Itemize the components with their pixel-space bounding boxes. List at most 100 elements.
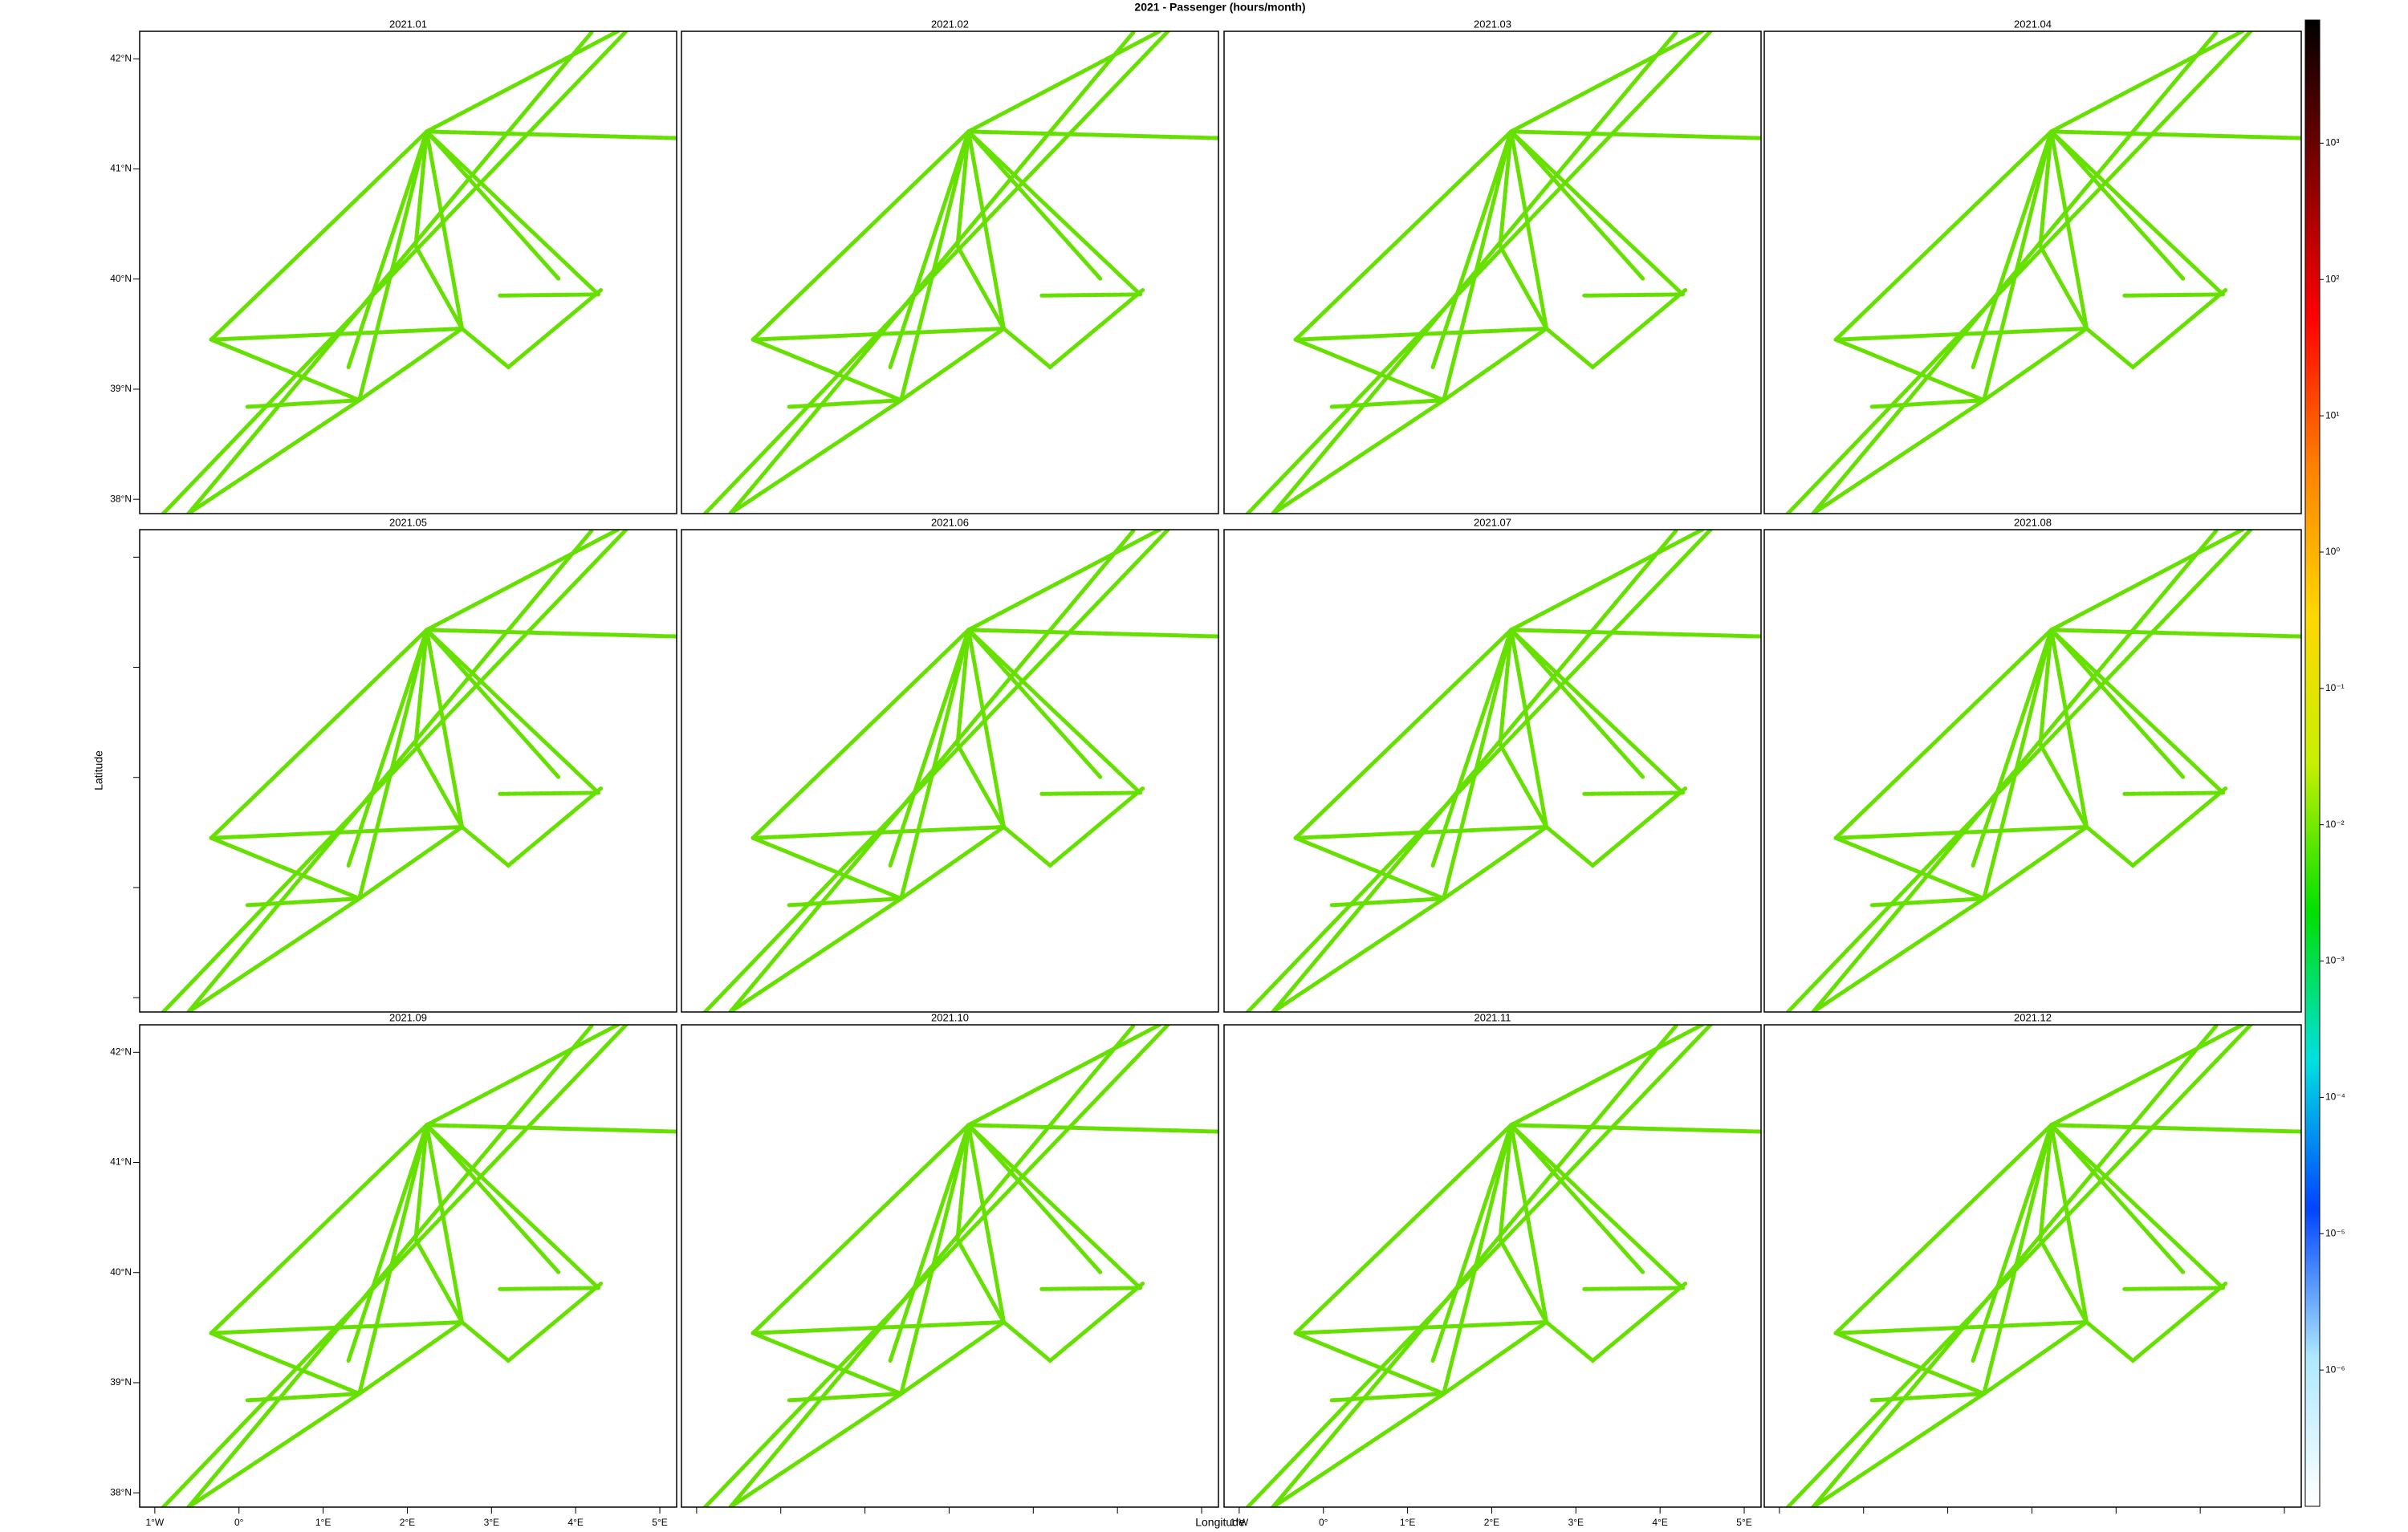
ship-track [2049,129,2186,282]
ship-track [1869,896,1987,908]
ship-track [1509,129,1645,282]
ship-track [2085,786,2228,868]
ship-track [1293,1123,1514,1335]
ship-track [899,1320,1007,1396]
colorbar-tick-label: 10⁰ [2325,546,2340,557]
ship-track [161,530,628,1012]
ship-track [1785,1025,2253,1507]
ship-track [899,825,1007,901]
ship-track [1271,530,1679,1012]
panel-frame [1223,30,1762,514]
ship-track [702,1025,1170,1507]
tracks [161,1025,677,1507]
ship-track [1509,129,1761,140]
ship-track [425,1123,677,1134]
ship-track [1039,1286,1142,1291]
ship-track [1430,1123,1514,1363]
ship-track [2049,530,2245,632]
ship-track [728,530,1137,1012]
ship-track [1442,825,1549,901]
panel: 2021.11 1°W 0° 1°E 2°E 3°E 4°E 5°E [1223,1011,1762,1528]
ship-track [1811,530,2219,1012]
ship-track [2038,129,2089,331]
ship-track [2049,628,2186,780]
panel: 2021.04 [1763,18,2302,514]
ship-track [728,1392,904,1507]
tracks [1245,530,1761,1012]
x-tick-label: 5°E [1736,1517,1751,1528]
ship-track [1245,530,1713,1012]
panel-title: 2021.07 [1474,516,1511,528]
ship-track [702,31,1170,514]
ship-track [425,129,600,297]
x-tick-label: 1°W [145,1517,164,1528]
ship-track [161,31,628,514]
ship-track [1544,288,1688,370]
tracks [1785,31,2301,514]
ship-track [245,1392,362,1403]
y-tick-label: 40°N [110,1266,132,1278]
ship-track [966,129,1007,331]
ship-track [1329,896,1446,908]
ship-track [1509,1123,1645,1275]
ship-track [1442,129,1514,403]
panel: 2021.12 [1763,1011,2302,1514]
ship-track [1002,288,1145,370]
ship-track [2049,129,2225,297]
ship-track [1811,398,1987,514]
ship-track [888,129,971,369]
ship-track [966,129,1103,282]
panel-title: 2021.11 [1474,1011,1511,1023]
ship-track [1329,398,1446,409]
y-tick-label: 41°N [110,1156,132,1168]
ship-track [346,129,429,369]
y-tick-label: 42°N [110,1046,132,1057]
x-tick-label: 2°E [400,1517,415,1528]
y-tick-label: 38°N [110,1486,132,1497]
ship-track [2049,1123,2186,1275]
tracks [161,530,677,1012]
ship-track [899,1123,971,1396]
ship-track [186,398,362,514]
ship-track [1982,1320,2089,1396]
ship-track [1271,896,1446,1012]
tracks [1785,1025,2301,1507]
ship-track [1509,31,1705,134]
ship-track [899,628,971,901]
x-tick-label: 0° [1319,1517,1328,1528]
ship-track [1430,628,1514,868]
ship-track [425,1123,561,1275]
ship-track [1430,129,1514,369]
panel-title: 2021.10 [931,1011,969,1023]
y-axis-label: Latitude [92,750,105,790]
panel: 2021.05 [133,516,677,1013]
ship-track [209,129,429,342]
ship-track [209,1123,429,1335]
ship-track [209,835,362,901]
ship-track [1293,1331,1446,1396]
panel: 2021.07 [1223,516,1762,1013]
ship-track [2049,129,2301,140]
ship-track [1271,1025,1679,1507]
panel: 2021.10 [681,1011,1219,1514]
ship-track [1833,835,1987,901]
ship-track [245,398,362,409]
ship-track [357,825,465,901]
ship-track [888,628,971,868]
ship-track [955,129,1007,331]
x-tick-label: 3°E [1568,1517,1584,1528]
ship-track [966,31,1162,134]
ship-track [186,31,595,514]
ship-track [750,628,971,840]
ship-track [728,896,904,1012]
ship-track [966,129,1142,297]
ship-track [1271,398,1446,514]
ship-track [460,288,604,370]
ship-track [1971,1123,2054,1363]
ship-track [425,1123,600,1290]
panel-title: 2021.12 [2014,1011,2052,1023]
ship-track [2085,1282,2228,1363]
ship-track [425,31,620,134]
ship-track [1509,530,1705,632]
